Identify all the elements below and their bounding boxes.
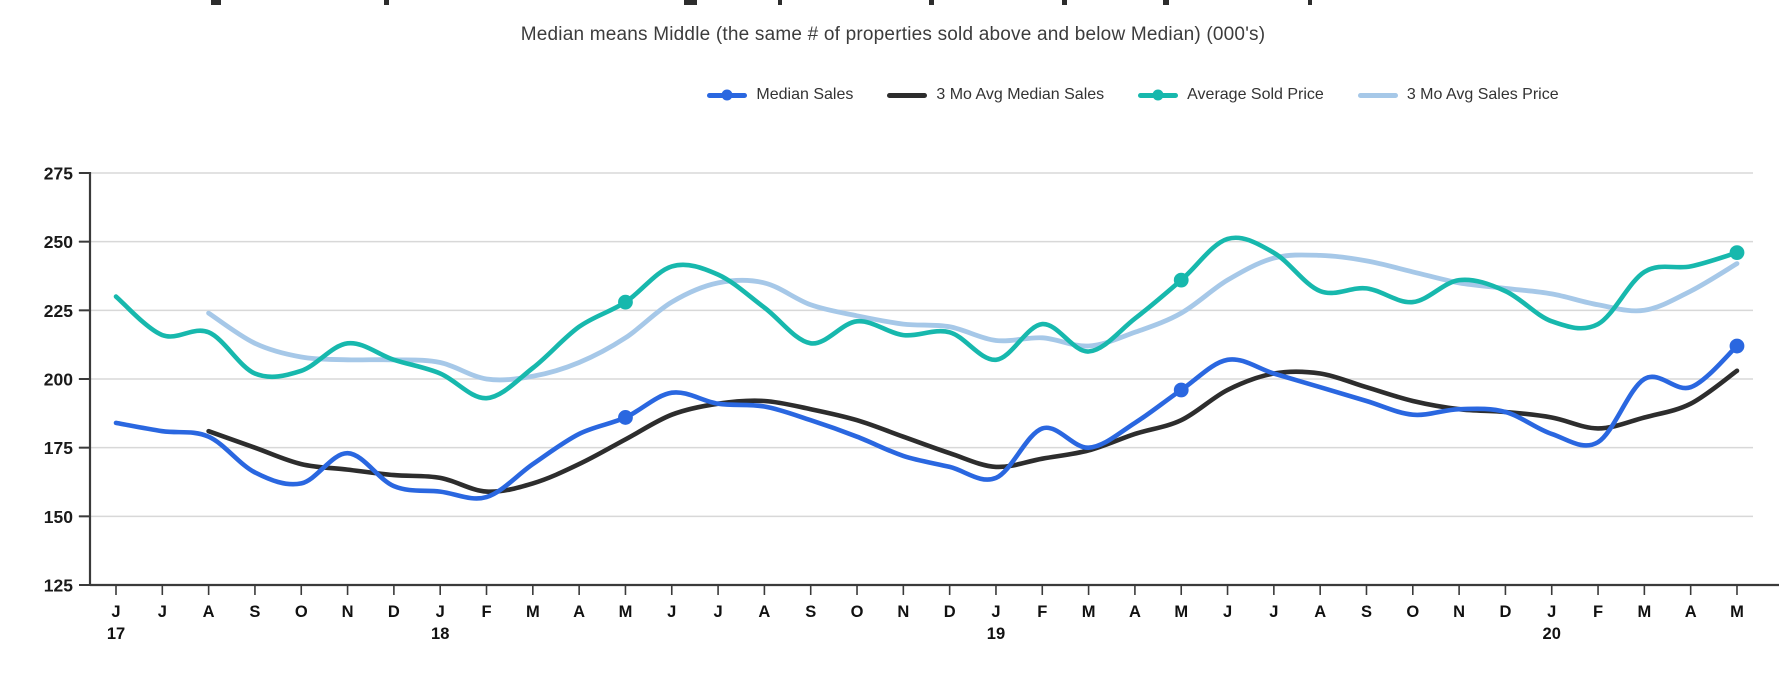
legend-swatch-average-sold-price-icon (1138, 89, 1179, 101)
legend-item-avg-median-sales[interactable]: 3 Mo Avg Median Sales (887, 86, 1104, 104)
x-tick-label: F (1037, 603, 1047, 621)
y-axis-label: 200 (44, 369, 73, 389)
y-axis-label: 225 (44, 301, 73, 321)
series-line-avg-median-sales (206, 368, 1740, 494)
x-tick-label: M (619, 603, 633, 621)
x-tick-label: O (1406, 603, 1419, 621)
x-tick-label: M (1730, 603, 1744, 621)
legend-swatch-avg-median-sales-icon (887, 92, 928, 98)
x-tick-label: O (851, 603, 864, 621)
x-tick-label: D (944, 603, 956, 621)
legend-swatch-avg-sales-price-icon (1357, 92, 1398, 98)
x-tick-label: A (1685, 603, 1697, 621)
x-tick-label: S (805, 603, 816, 621)
x-tick-label: A (1314, 603, 1326, 621)
cropped-text-artifact (211, 0, 221, 5)
legend-marker-dot-icon (721, 89, 733, 101)
x-tick-label: S (1361, 603, 1372, 621)
x-tick-label: J (1269, 603, 1278, 621)
x-tick-label: A (758, 603, 770, 621)
x-tick-label: J (436, 603, 445, 621)
x-tick-label: J (111, 603, 120, 621)
y-axis-label: 275 (44, 163, 73, 183)
x-tick-label: N (897, 603, 909, 621)
x-tick-label: M (1082, 603, 1096, 621)
y-axis-label: 175 (44, 438, 73, 458)
cropped-text-artifact (1062, 0, 1067, 5)
legend-label: Average Sold Price (1187, 86, 1324, 103)
legend: Median Sales 3 Mo Avg Median Sales Average… (480, 86, 1786, 104)
x-year-label: 20 (1543, 625, 1561, 643)
legend-label: 3 Mo Avg Median Sales (936, 86, 1105, 103)
x-tick-label: A (1129, 603, 1141, 621)
series-marker-dot-average-sold-price (618, 294, 633, 310)
cropped-text-artifact (1163, 0, 1169, 5)
x-tick-label: A (203, 603, 215, 621)
x-tick-label: F (1593, 603, 1603, 621)
x-tick-label: J (713, 603, 722, 621)
x-tick-label: F (481, 603, 491, 621)
series-line-avg-sales-price (206, 252, 1740, 383)
y-axis-label: 125 (44, 576, 73, 596)
legend-item-avg-sales-price[interactable]: 3 Mo Avg Sales Price (1357, 86, 1559, 104)
x-year-label: 17 (107, 625, 125, 643)
x-tick-label: J (1547, 603, 1556, 621)
x-tick-label: J (991, 603, 1000, 621)
x-year-label: 18 (431, 625, 449, 643)
x-tick-label: N (342, 603, 354, 621)
series-marker-dot-median-sales (618, 410, 633, 425)
legend-label: 3 Mo Avg Sales Price (1406, 86, 1559, 103)
x-tick-label: D (1499, 603, 1511, 621)
x-tick-label: D (388, 603, 400, 621)
x-tick-label: N (1453, 603, 1465, 621)
x-tick-label: A (573, 603, 585, 621)
series-marker-dot-average-sold-price (1729, 245, 1745, 261)
x-tick-label: O (295, 603, 308, 621)
x-tick-label: M (1637, 603, 1651, 621)
x-year-label: 19 (987, 625, 1005, 643)
x-tick-label: M (1174, 603, 1188, 621)
x-tick-label: J (667, 603, 676, 621)
x-tick-label: M (526, 603, 540, 621)
legend-label: Median Sales (756, 86, 854, 103)
legend-item-average-sold-price[interactable]: Average Sold Price (1138, 86, 1324, 104)
cropped-text-artifact (929, 0, 934, 5)
chart-title: Median means Middle (the same # of prope… (520, 24, 1266, 45)
y-axis-label: 250 (44, 232, 73, 252)
series-marker-dot-median-sales (1729, 338, 1745, 354)
legend-marker-dot-icon (1152, 89, 1164, 101)
x-tick-label: J (158, 603, 167, 621)
cropped-text-artifact (778, 0, 782, 5)
series-marker-dot-average-sold-price (1173, 272, 1189, 288)
series-line-average-sold-price (113, 235, 1740, 401)
y-axis-label: 150 (44, 507, 73, 527)
cropped-text-artifact (1308, 0, 1312, 5)
x-tick-label: J (1223, 603, 1232, 621)
series-marker-dot-median-sales (1173, 382, 1189, 398)
x-tick-label: S (249, 603, 260, 621)
cropped-text-artifact (684, 0, 697, 5)
legend-swatch-median-sales-icon (707, 89, 748, 101)
legend-item-median-sales[interactable]: Median Sales (707, 86, 853, 104)
series-line-median-sales (113, 343, 1740, 501)
cropped-text-artifact (384, 0, 389, 5)
